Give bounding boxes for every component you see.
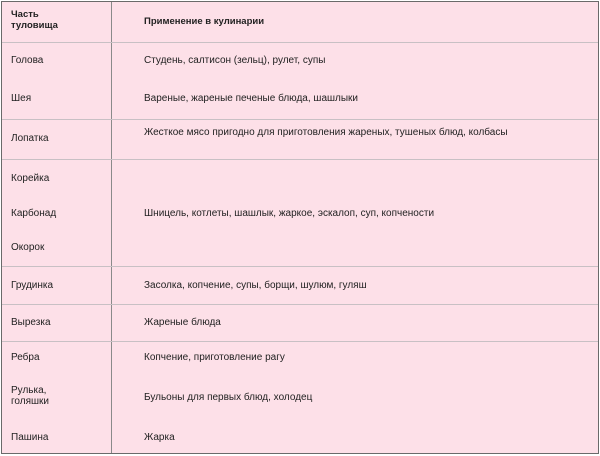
use-cell: Жесткое мясо пригодно для приготовления … <box>144 127 508 138</box>
row-divider <box>2 304 598 305</box>
header-part: Часть туловища <box>11 9 58 31</box>
use-cell: Жарка <box>144 432 175 443</box>
part-cell: Карбонад <box>11 208 57 219</box>
row-divider <box>2 159 598 160</box>
part-cell: Ребра <box>11 352 40 363</box>
part-cell: Вырезка <box>11 317 51 328</box>
use-cell: Бульоны для первых блюд, холодец <box>144 392 313 403</box>
row-divider <box>2 341 598 342</box>
column-divider <box>111 2 112 453</box>
use-cell: Шницель, котлеты, шашлык, жаркое, эскало… <box>144 208 435 219</box>
row-divider <box>2 119 598 120</box>
row-divider <box>2 266 598 267</box>
header-use: Применение в кулинарии <box>144 16 265 27</box>
use-cell: Вареные, жареные печеные блюда, шашлыки <box>144 93 359 104</box>
use-cell: Жареные блюда <box>144 317 221 328</box>
part-cell: Лопатка <box>11 133 49 144</box>
part-cell: Голова <box>11 55 44 66</box>
part-cell: Окорок <box>11 242 45 253</box>
part-cell: Корейка <box>11 173 50 184</box>
part-cell: Шея <box>11 93 32 104</box>
part-cell: Рулька, голяшки <box>11 385 50 407</box>
row-divider <box>2 42 598 43</box>
part-cell: Пашина <box>11 432 49 443</box>
use-cell: Копчение, приготовление рагу <box>144 352 285 363</box>
part-cell: Грудинка <box>11 280 54 291</box>
use-cell: Студень, салтисон (зельц), рулет, супы <box>144 55 326 66</box>
use-cell: Засолка, копчение, супы, борщи, шулюм, г… <box>144 280 367 291</box>
